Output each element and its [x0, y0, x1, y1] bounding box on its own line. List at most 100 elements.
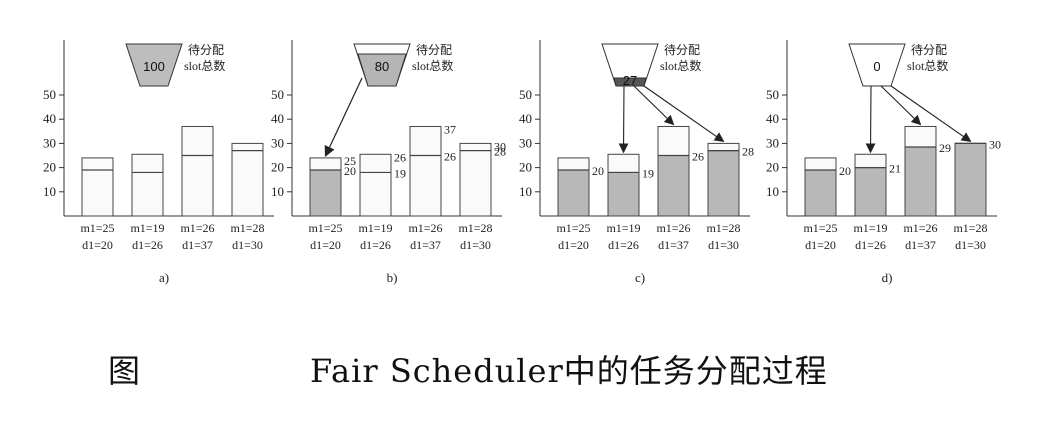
bar-label-d: d1=26 — [360, 238, 391, 252]
panel-label: b) — [387, 270, 398, 285]
bar-label-d: d1=30 — [955, 238, 986, 252]
bar-label-d: d1=30 — [460, 238, 491, 252]
bar-label-m: m1=28 — [953, 221, 987, 235]
bar-label-d: d1=20 — [310, 238, 341, 252]
y-tick-label: 30 — [271, 135, 284, 150]
y-tick-label: 30 — [766, 135, 779, 150]
bar-allocated — [904, 146, 937, 217]
y-tick-label: 50 — [766, 87, 779, 102]
y-tick-label: 10 — [271, 184, 284, 199]
funnel-value: 100 — [143, 59, 165, 74]
arrow — [880, 85, 922, 126]
bar-label-d: d1=30 — [232, 238, 263, 252]
bar-demand — [81, 157, 114, 217]
y-tick-label: 40 — [766, 111, 779, 126]
bar-label-m: m1=25 — [803, 221, 837, 235]
bar-allocated — [707, 150, 740, 217]
bar-mark-top: 25 — [344, 154, 356, 168]
bar-label-d: d1=30 — [708, 238, 739, 252]
bar-label-m: m1=19 — [606, 221, 640, 235]
bar-label-d: d1=37 — [905, 238, 936, 252]
bar-label-d: d1=37 — [658, 238, 689, 252]
y-tick-label: 50 — [271, 87, 284, 102]
caption-title: Fair Scheduler中的任务分配过程 — [310, 352, 828, 390]
bar-allocated — [557, 169, 590, 217]
bar-allocated — [657, 155, 690, 217]
bar-allocated — [804, 169, 837, 217]
bar-label-d: d1=20 — [805, 238, 836, 252]
funnel-fill — [357, 53, 407, 87]
funnel-label-line2: slot总数 — [907, 58, 948, 73]
bar-mark-top: 37 — [444, 122, 456, 136]
bar-label-m: m1=25 — [80, 221, 114, 235]
bar-label-m: m1=26 — [903, 221, 937, 235]
arrow — [324, 77, 363, 158]
funnel-value: 80 — [375, 59, 389, 74]
bar-label-d: d1=37 — [182, 238, 213, 252]
bar-demand — [131, 153, 164, 217]
funnel-label-line2: slot总数 — [660, 58, 701, 73]
bar-mark-alloc: 29 — [939, 141, 951, 155]
bar-label-d: d1=20 — [82, 238, 113, 252]
bar-label-m: m1=26 — [408, 221, 442, 235]
bar-label-m: m1=25 — [556, 221, 590, 235]
y-tick-label: 20 — [766, 160, 779, 175]
y-tick-label: 40 — [271, 111, 284, 126]
y-tick-label: 40 — [43, 111, 56, 126]
arrow — [890, 85, 972, 143]
bar-demand — [459, 142, 492, 217]
arrow — [618, 85, 629, 154]
funnel-value: 0 — [873, 59, 880, 74]
bar-demand — [409, 125, 442, 217]
panel-label: a) — [159, 270, 169, 285]
y-tick-label: 20 — [519, 160, 532, 175]
bar-label-m: m1=25 — [308, 221, 342, 235]
bar-allocated — [607, 171, 640, 217]
bar-mark-alloc: 21 — [889, 162, 901, 176]
panel-b: 102030405080待分配slot总数m1=25d1=202025m1=19… — [271, 40, 506, 285]
funnel-label-line2: slot总数 — [184, 58, 225, 73]
y-tick-label: 40 — [519, 111, 532, 126]
bar-mark-alloc: 20 — [839, 164, 851, 178]
bar-mark-alloc: 19 — [642, 166, 654, 180]
funnel-value: 27 — [623, 73, 637, 88]
bar-label-m: m1=28 — [458, 221, 492, 235]
bar-label-d: d1=37 — [410, 238, 441, 252]
bar-mark-top: 30 — [494, 139, 506, 153]
bar-mark-alloc: 26 — [444, 150, 456, 164]
y-tick-label: 50 — [519, 87, 532, 102]
y-tick-label: 10 — [519, 184, 532, 199]
bar-demand — [359, 153, 392, 217]
funnel-label-line2: slot总数 — [412, 58, 453, 73]
bar-label-m: m1=19 — [853, 221, 887, 235]
y-tick-label: 20 — [271, 160, 284, 175]
y-tick-label: 30 — [43, 135, 56, 150]
bar-mark-alloc: 30 — [989, 137, 1001, 151]
caption-prefix: 图 — [108, 352, 141, 390]
funnel-label-line1: 待分配 — [911, 43, 947, 57]
funnel-label-line1: 待分配 — [664, 43, 700, 57]
bar-mark-alloc: 28 — [494, 145, 506, 159]
funnel-label-line1: 待分配 — [188, 43, 224, 57]
bar-mark-alloc: 20 — [344, 164, 356, 178]
bar-mark-top: 26 — [394, 150, 406, 164]
bar-label-m: m1=19 — [358, 221, 392, 235]
y-tick-label: 30 — [519, 135, 532, 150]
bar-demand — [231, 142, 264, 217]
arrow — [865, 85, 876, 154]
bar-mark-alloc: 26 — [692, 150, 704, 164]
arrow — [643, 85, 725, 143]
panel-label: d) — [882, 270, 893, 285]
bar-label-m: m1=28 — [706, 221, 740, 235]
y-tick-label: 10 — [43, 184, 56, 199]
funnel-label-line1: 待分配 — [416, 43, 452, 57]
y-tick-label: 10 — [766, 184, 779, 199]
bar-mark-alloc: 19 — [394, 166, 406, 180]
bar-allocated — [954, 142, 987, 217]
bar-mark-alloc: 20 — [592, 164, 604, 178]
y-tick-label: 50 — [43, 87, 56, 102]
